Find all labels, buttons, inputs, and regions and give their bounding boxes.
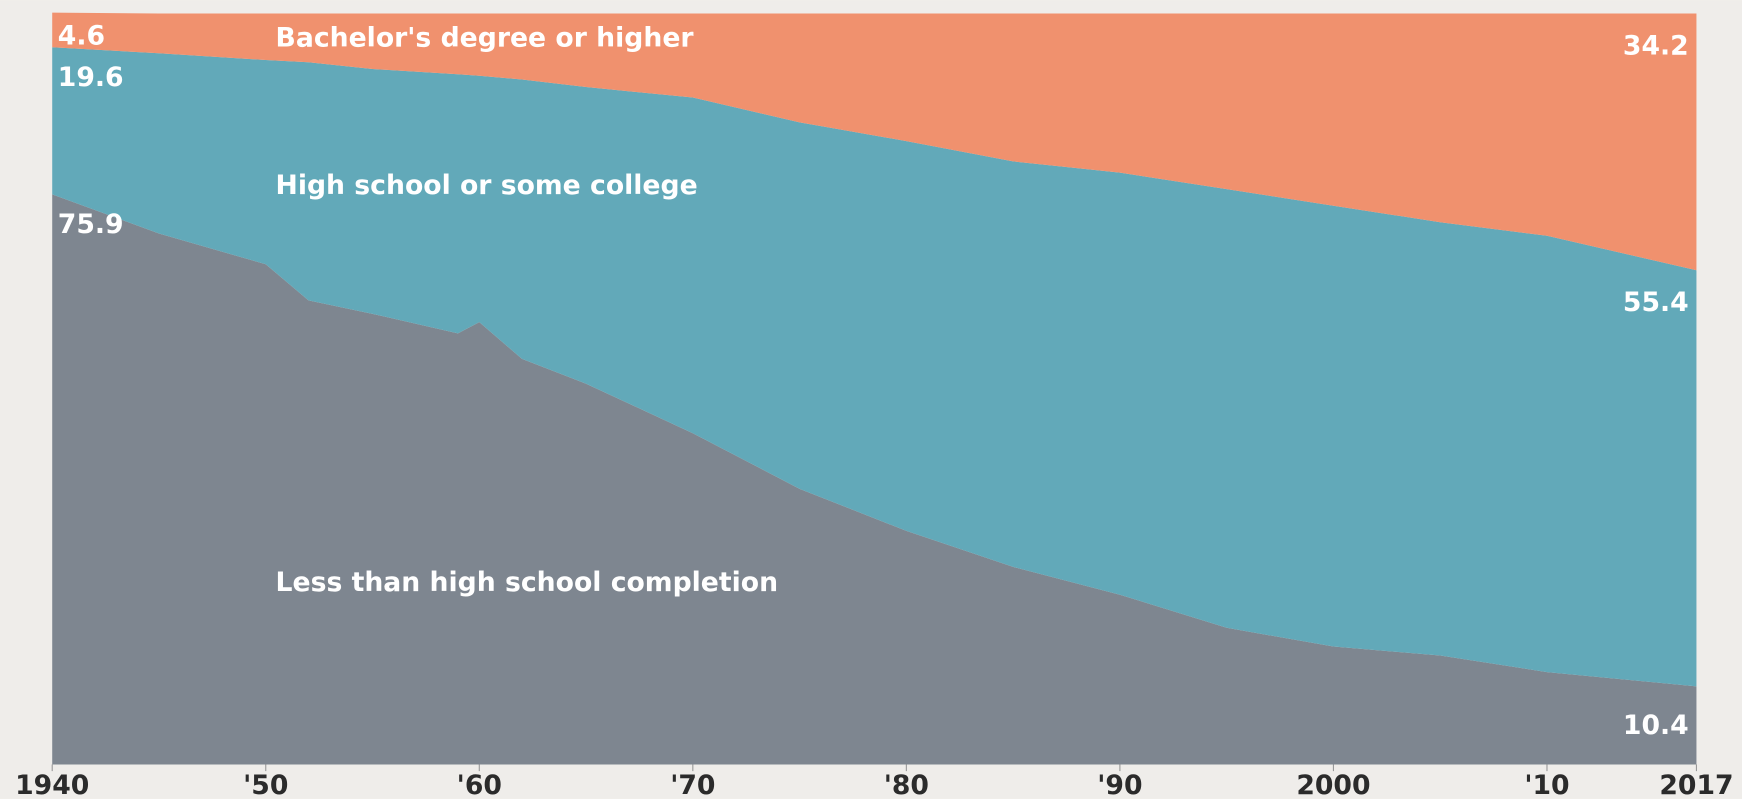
value-label: 19.6: [58, 62, 124, 93]
x-tick-label: 2000: [1296, 770, 1370, 799]
x-tick-label: '90: [1097, 770, 1142, 799]
area: [52, 12, 1697, 271]
value-label: 55.4: [1623, 287, 1689, 318]
value-label: 75.9: [58, 209, 124, 240]
x-tick-label: '80: [884, 770, 929, 799]
series-name: Less than high school completion: [276, 567, 779, 598]
x-tick-label: '70: [670, 770, 715, 799]
value-label: 4.6: [58, 21, 105, 52]
value-label: 10.4: [1623, 710, 1689, 741]
series-name: High school or some college: [276, 170, 698, 201]
x-tick-label: '10: [1524, 770, 1569, 799]
area: [52, 194, 1697, 765]
x-tick-label: 2017: [1659, 770, 1733, 799]
x-tick-label: 1940: [15, 770, 89, 799]
x-tick-label: '60: [457, 770, 502, 799]
area: [52, 47, 1697, 687]
series-name: Bachelor's degree or higher: [276, 22, 695, 53]
x-tick-label: '50: [243, 770, 288, 799]
value-label: 34.2: [1623, 30, 1689, 61]
